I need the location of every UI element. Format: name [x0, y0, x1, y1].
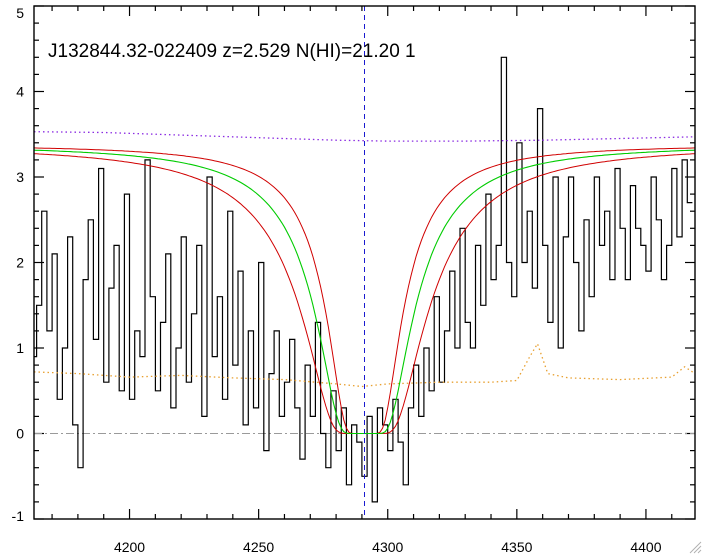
- x-tick-label: 4250: [243, 539, 274, 555]
- tick-labels: 4200 4250 4300 4350 4400 -1 0 1 2 3 4 5: [12, 5, 662, 555]
- y-tick-label: -1: [12, 508, 25, 524]
- chart-title: J132844.32-022409 z=2.529 N(HI)=21.20 1: [48, 41, 416, 62]
- y-tick-label: 4: [16, 84, 24, 100]
- plot-area: [33, 6, 696, 519]
- x-tick-label: 4300: [372, 539, 403, 555]
- x-tick-label: 4350: [501, 539, 532, 555]
- plot-frame: [33, 5, 696, 520]
- x-tick-label: 4400: [630, 539, 661, 555]
- y-tick-label: 0: [16, 426, 24, 442]
- resize-grip-icon: [689, 541, 702, 554]
- y-tick-label: 5: [16, 5, 24, 21]
- y-tick-label: 3: [16, 169, 24, 185]
- y-tick-label: 1: [16, 340, 24, 356]
- flux-spectrum-line: [34, 56, 693, 503]
- axis-ticks: [34, 5, 695, 520]
- y-tick-label: 2: [16, 255, 24, 271]
- x-tick-label: 4200: [114, 539, 145, 555]
- continuum-line: [33, 131, 696, 142]
- error-line: [33, 342, 696, 388]
